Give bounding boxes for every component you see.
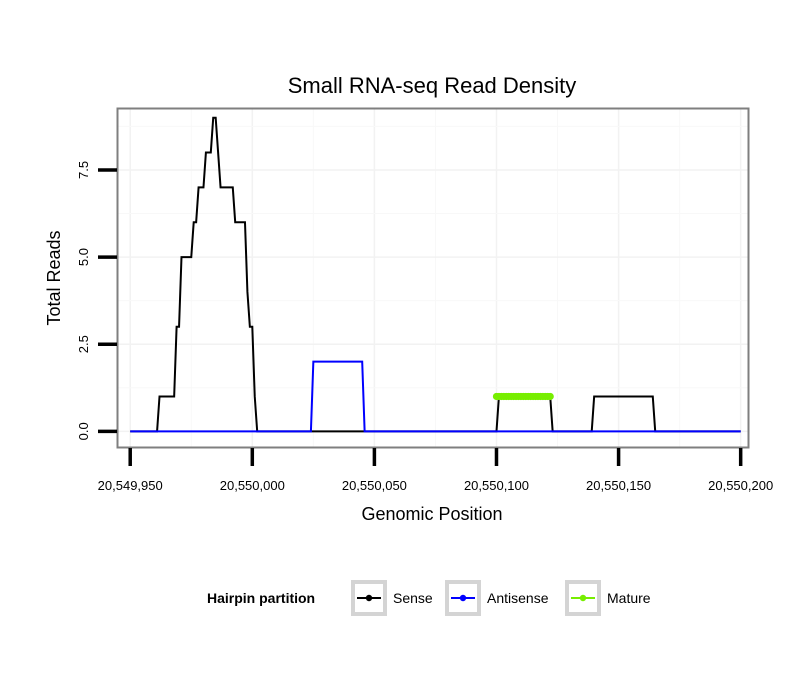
x-tick-label: 20,550,000 — [220, 478, 285, 493]
legend-label-sense: Sense — [393, 590, 433, 606]
series-line-antisense — [130, 360, 741, 433]
chart-title: Small RNA-seq Read Density — [288, 73, 577, 98]
legend-title: Hairpin partition — [207, 590, 315, 606]
legend-key-point-mature — [579, 594, 587, 602]
plot-panel-border — [116, 107, 750, 449]
legend-key-point-sense — [365, 594, 373, 602]
legend-label-antisense: Antisense — [487, 590, 549, 606]
y-axis-title: Total Reads — [44, 230, 64, 325]
axes: 20,549,950 20,550,000 20,550,050 20,550,100… — [76, 161, 773, 493]
y-tick-label: 0.0 — [76, 422, 91, 440]
x-tick-label: 20,549,950 — [98, 478, 163, 493]
series-line-sense — [130, 116, 741, 433]
x-axis-title: Genomic Position — [361, 504, 502, 524]
series-layer — [130, 116, 741, 433]
legend-label-mature: Mature — [607, 590, 651, 606]
x-tick-label: 20,550,100 — [464, 478, 529, 493]
y-tick-label: 2.5 — [76, 335, 91, 353]
legend: Hairpin partition Sense Antisense Mature — [207, 580, 651, 616]
legend-key-point-antisense — [459, 594, 467, 602]
y-tick-label: 5.0 — [76, 248, 91, 266]
y-tick-label: 7.5 — [76, 161, 91, 179]
x-tick-label: 20,550,150 — [586, 478, 651, 493]
x-tick-label: 20,550,050 — [342, 478, 407, 493]
x-tick-label: 20,550,200 — [708, 478, 773, 493]
series-point-mature — [546, 392, 554, 401]
